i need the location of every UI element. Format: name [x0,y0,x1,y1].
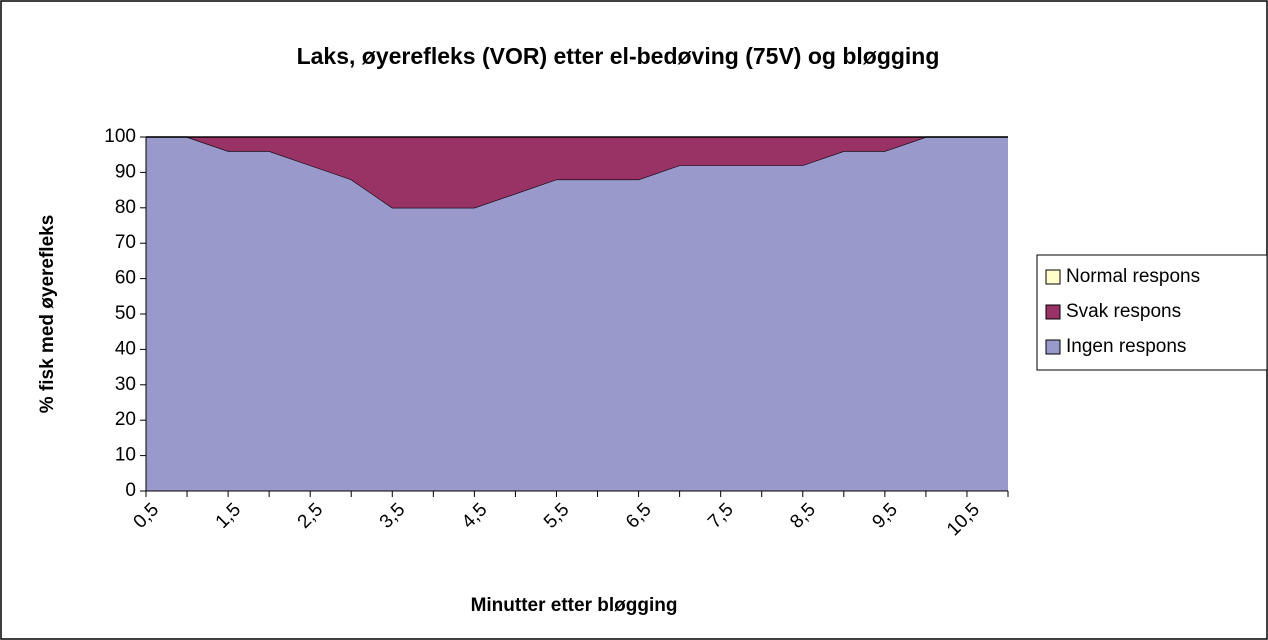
x-axis-title: Minutter etter bløgging [471,595,678,616]
y-tick-label: 90 [115,161,136,182]
area [146,137,1008,491]
y-tick-label: 0 [125,480,136,501]
legend-swatch [1045,269,1061,285]
y-tick-label: 50 [115,303,136,324]
y-tick-label: 10 [115,445,136,466]
y-tick-label: 80 [115,197,136,218]
y-tick-label: 30 [115,374,136,395]
y-tick-label: 40 [115,338,136,359]
chart-title: Laks, øyerefleks (VOR) etter el-bedøving… [297,43,940,69]
legend-box [1036,254,1268,371]
y-tick-label: 60 [115,268,136,289]
legend-swatch [1045,304,1061,320]
y-axis-title: % fisk med øyerefleks [37,215,58,414]
legend-label: Svak respons [1066,301,1181,322]
legend-swatch [1045,339,1061,355]
y-tick-label: 70 [115,232,136,253]
y-tick-label: 20 [115,409,136,430]
area [146,137,1008,208]
legend-label: Ingen respons [1066,336,1186,357]
y-tick-label: 100 [104,126,136,147]
legend-label: Normal respons [1066,266,1200,287]
